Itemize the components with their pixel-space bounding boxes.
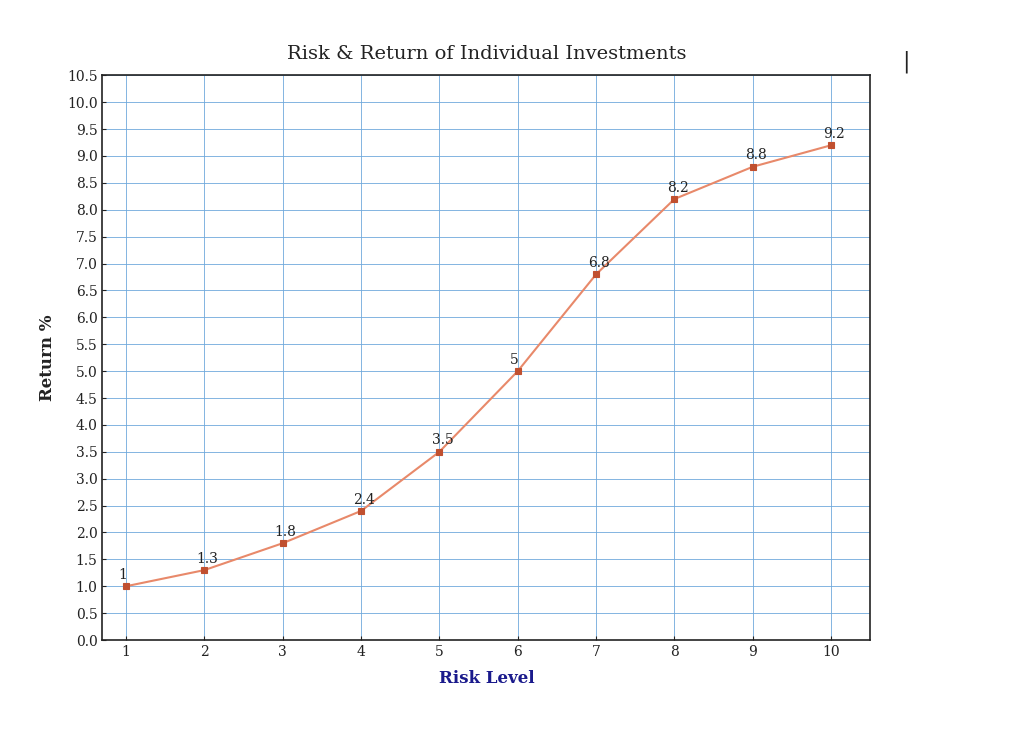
Text: 1.3: 1.3 [197,552,218,566]
Text: |: | [902,50,910,73]
Text: 9.2: 9.2 [823,127,845,141]
Text: 8.2: 8.2 [667,181,688,195]
Y-axis label: Return %: Return % [39,315,55,401]
Text: 2.4: 2.4 [353,492,375,507]
X-axis label: Risk Level: Risk Level [438,670,535,687]
Text: 6.8: 6.8 [588,256,610,270]
Text: 5: 5 [510,353,519,367]
Title: Risk & Return of Individual Investments: Risk & Return of Individual Investments [287,44,686,62]
Text: 1: 1 [118,568,127,582]
Text: 3.5: 3.5 [431,434,454,447]
Text: 1.8: 1.8 [274,525,297,539]
Text: 8.8: 8.8 [745,148,767,163]
